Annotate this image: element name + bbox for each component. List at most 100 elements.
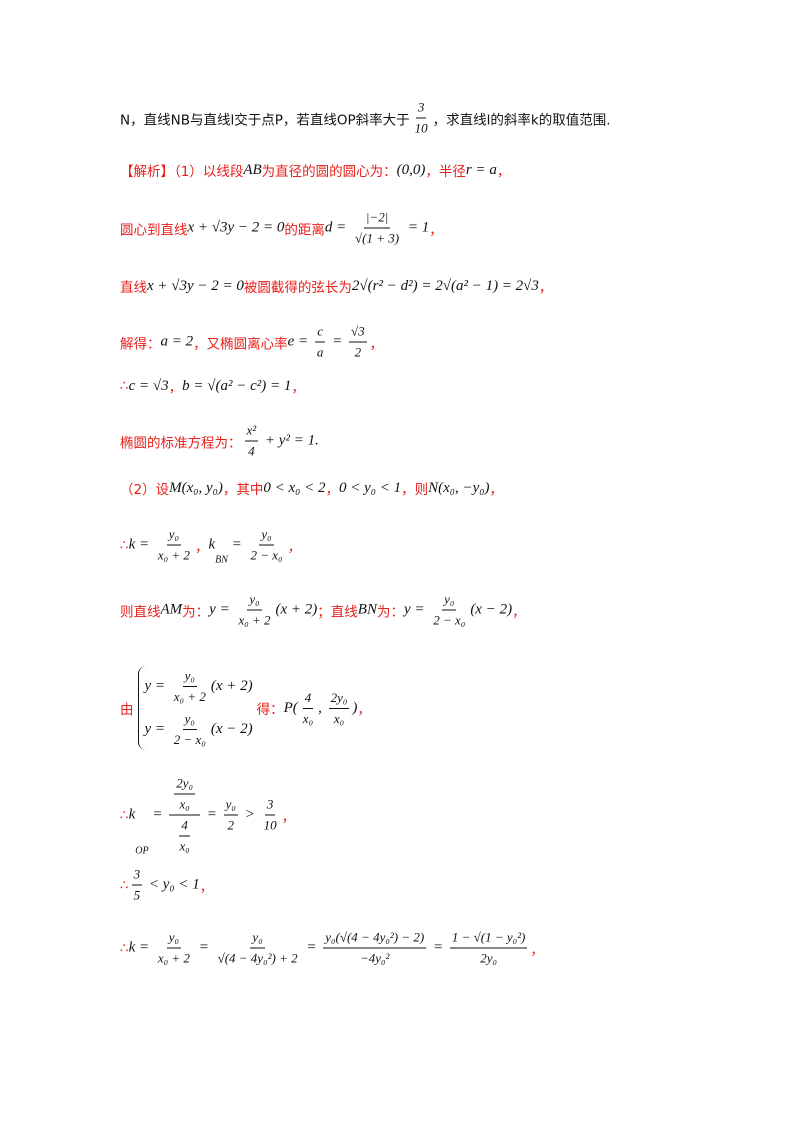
red-text: ，	[357, 702, 371, 718]
denominator: x₀	[332, 709, 346, 727]
math-text: =	[203, 806, 221, 823]
text-line: （2）设 M(x₀, y₀) ，其中 0 < x₀ < 2， 0 < y₀ < 1 ，则 N…	[120, 478, 503, 499]
red-text: ，	[168, 380, 183, 396]
math-text: y₀	[252, 929, 263, 945]
fraction: y₀ x₀ + 2	[172, 668, 208, 705]
math-text: 5	[133, 887, 141, 903]
red-text: ，其中	[222, 482, 264, 498]
fraction: y₀ 2	[223, 796, 238, 834]
math-text: |−2|	[365, 209, 389, 225]
text-line: 圆心到直线 x + √3y − 2 = 0 的距离 d = |−2| √(1 + 3) …	[120, 210, 443, 247]
fraction: |−2| √(1 + 3)	[353, 210, 401, 247]
math-text: c = √3	[128, 377, 169, 394]
red-text: ，	[194, 539, 209, 555]
math-text: y₀	[249, 591, 260, 607]
math-text: x²	[246, 422, 257, 438]
red-text: ，	[538, 280, 553, 296]
math-text: x₀ + 2	[173, 689, 206, 704]
math-text: 2y₀	[176, 775, 194, 791]
denominator: x₀ + 2	[156, 949, 192, 967]
math-text: k	[208, 536, 216, 553]
math-text: y₀(√(4 − 4y₀²) − 2)	[325, 929, 425, 945]
math-text: 2	[354, 344, 362, 360]
math-text: y₀	[168, 526, 180, 542]
red-text: 【解析】（1）以线段	[120, 164, 244, 180]
fraction: 3 10	[413, 100, 430, 137]
numerator: x²	[244, 422, 259, 442]
math-text: k =	[128, 939, 153, 956]
math-text: b = √(a² − c²) = 1	[182, 377, 292, 394]
text-line: 直线 x + √3y − 2 = 0 被圆截得的弦长为 2√(r² − d²) = 2…	[120, 276, 553, 297]
numerator: |−2|	[363, 209, 391, 229]
math-text: y₀	[261, 526, 272, 542]
text-line: ∴ k = y₀ x₀ + 2， k BN = y₀ 2 − x₀，	[120, 527, 302, 566]
fraction: y₀ √(4 − 4y₀²) + 2	[216, 930, 300, 967]
math-text: 1 − √(1 − y₀²)	[451, 929, 526, 945]
fraction: 4 x₀	[177, 818, 191, 855]
numerator: 3	[131, 867, 143, 886]
red-text: 为：	[182, 604, 210, 620]
red-text: ，	[281, 809, 296, 825]
math-text: √(4 − 4y₀²) + 2	[217, 950, 298, 966]
math-text: y₀	[184, 668, 195, 683]
denominator: 2	[226, 816, 237, 834]
math-text: =	[227, 536, 246, 553]
denominator: x₀	[301, 709, 315, 727]
red-text: ，	[512, 604, 526, 620]
math-text: (x + 2)	[275, 601, 318, 618]
fraction: 2y₀ x₀	[328, 690, 350, 727]
red-text: ，	[530, 942, 544, 958]
math-text: c	[317, 323, 324, 339]
fraction: 2y₀ x₀ 4 x₀	[169, 775, 201, 855]
numerator: y₀	[182, 668, 197, 687]
subscript: OP	[135, 845, 149, 857]
fraction: y₀ x₀ + 2	[156, 527, 192, 564]
math-text: x₀	[179, 838, 190, 854]
math-text: 10	[414, 120, 428, 136]
math-text: =	[328, 333, 347, 350]
numerator: y₀	[223, 796, 238, 816]
red-text: ，	[496, 164, 511, 180]
red-text: ；直线	[317, 604, 358, 620]
numerator: y₀	[166, 526, 182, 546]
red-text: ∴	[120, 537, 129, 553]
math-text: 2y₀	[480, 950, 497, 966]
denominator: x₀	[177, 795, 191, 813]
math-text: N(x₀, −y₀)	[428, 479, 490, 496]
denominator: a	[315, 343, 326, 361]
numerator: y₀	[182, 711, 197, 730]
math-text: x₀	[302, 710, 314, 726]
red-text: ，	[199, 879, 214, 895]
numerator: y₀(√(4 − 4y₀²) − 2)	[323, 929, 427, 949]
math-text: √(1 + 3)	[355, 230, 400, 246]
red-text: 直线	[120, 280, 147, 296]
math-text: )	[352, 699, 358, 716]
math-text: >	[240, 806, 259, 823]
math-text: y₀	[225, 796, 236, 812]
red-text: ，	[287, 539, 302, 555]
fraction: y₀(√(4 − 4y₀²) − 2) −4y₀²	[323, 929, 427, 967]
numerator: 3	[264, 797, 276, 816]
equation-row: y = y₀ x₀ + 2 (x + 2)	[145, 668, 253, 705]
math-text: (x − 2)	[210, 721, 253, 737]
red-text: 的距离	[284, 222, 325, 238]
math-text: r = a	[465, 161, 497, 178]
denominator: 10	[262, 816, 279, 834]
red-text: ，	[429, 222, 443, 238]
text: N，直线NB与直线l交于点P，若直线OP斜率大于	[120, 112, 410, 128]
numerator: 3	[415, 100, 427, 119]
red-text: ，	[489, 482, 503, 498]
denominator: 2	[353, 343, 364, 361]
math-text: 10	[263, 817, 277, 833]
red-text: ，又椭圆离心率	[193, 336, 288, 352]
numerator: 4	[179, 818, 190, 837]
math-text: x₀ + 2	[157, 547, 190, 563]
math-text: x₀ + 2	[157, 950, 190, 966]
fraction: y₀ 2 − x₀	[249, 527, 285, 564]
fraction: y₀ x₀ + 2	[236, 592, 272, 629]
equation-system: y = y₀ x₀ + 2 (x + 2) y = y₀ 2 − x₀ (x − 2)	[137, 666, 253, 750]
numerator: y₀	[442, 592, 457, 611]
